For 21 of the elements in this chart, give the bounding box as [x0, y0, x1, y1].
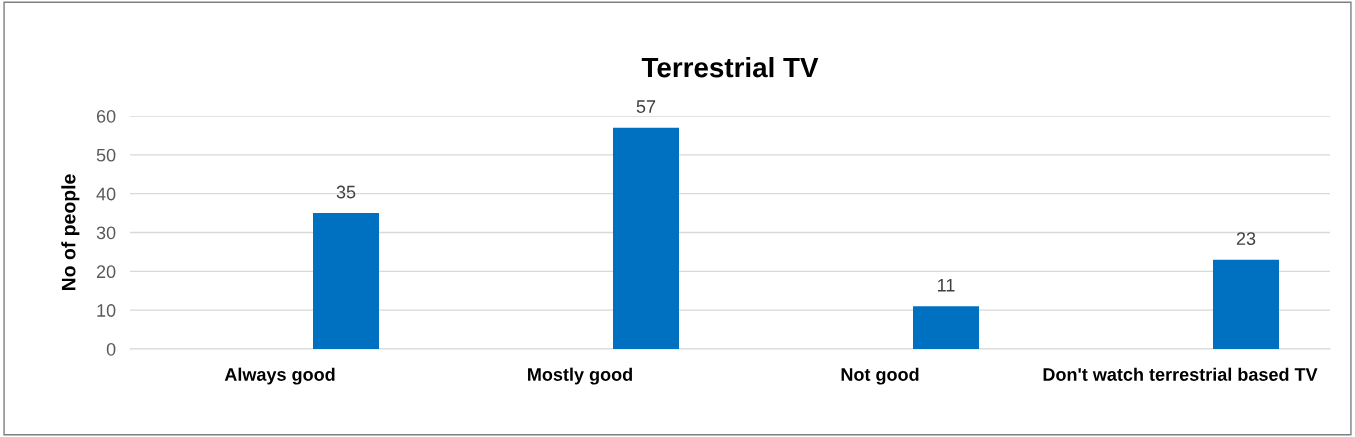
data-label: 35	[336, 185, 356, 199]
y-axis-title: No of people	[61, 174, 80, 291]
x-tick-label: Not good	[841, 367, 919, 385]
bar	[313, 213, 379, 349]
data-label: 23	[1236, 232, 1256, 245]
y-tick-label: 30	[96, 226, 116, 240]
bar	[1213, 259, 1279, 349]
x-tick-label: Mostly good	[528, 367, 632, 385]
x-tick-label: Don't watch terrestrial based TV	[1043, 367, 1318, 381]
data-label: 11	[938, 279, 955, 292]
chart-title: Terrestrial TV	[641, 56, 819, 78]
x-tick-label: Always good	[224, 367, 335, 385]
y-tick-label: 40	[96, 187, 116, 201]
bar	[913, 306, 979, 349]
y-tick-label: 50	[96, 148, 116, 162]
y-tick-label: 60	[96, 109, 116, 123]
bar	[613, 127, 679, 349]
data-label: 57	[636, 100, 656, 113]
y-tick-label: 20	[96, 265, 116, 279]
y-tick-label: 0	[106, 342, 116, 356]
y-tick-label: 10	[97, 304, 116, 317]
